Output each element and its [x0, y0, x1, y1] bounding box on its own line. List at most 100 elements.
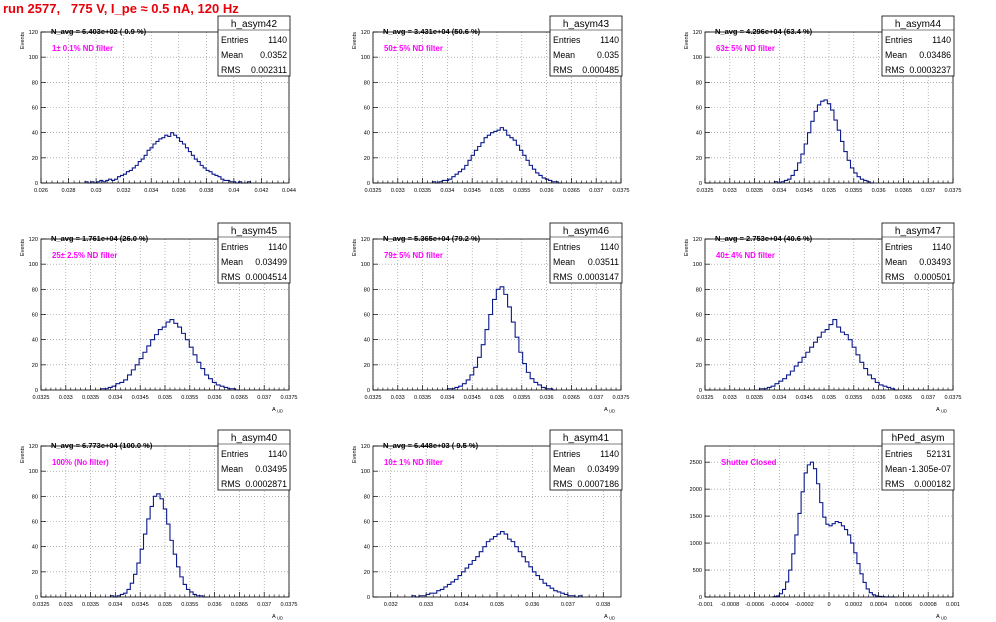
y-tick-label: 0: [35, 181, 38, 187]
x-tick-label: 0.034: [440, 188, 454, 194]
x-axis-title: A UD: [604, 614, 615, 621]
x-tick-label: 0.035: [490, 395, 504, 401]
stats-title: h_asym42: [231, 19, 278, 30]
x-tick-label: 0.033: [723, 395, 737, 401]
y-tick-label: 120: [361, 30, 370, 36]
y-axis-title: Events: [684, 239, 690, 256]
filter-note: 100% (No filter): [52, 458, 109, 467]
y-tick-label: 120: [361, 237, 370, 243]
x-axis: 0.0325 0.033 0.0335 0.034 0.0345 0.035 0.0355 0…: [32, 385, 298, 401]
x-tick-label: 0.036: [208, 602, 222, 608]
y-tick-label: 80: [364, 494, 370, 500]
y-tick-label: 40: [32, 338, 38, 344]
x-tick-label: 0.035: [822, 395, 836, 401]
y-tick-label: 80: [32, 494, 38, 500]
stats-label: Mean: [553, 50, 575, 60]
x-tick-label: 0.0004: [870, 602, 887, 608]
y-axis: 0 20 40 60 80 100 120: [361, 444, 378, 601]
x-tick-label: 0.034: [108, 395, 122, 401]
y-tick-label: 60: [32, 313, 38, 319]
stats-value: 0.035: [597, 50, 619, 60]
x-tick-label: 0.0006: [895, 602, 912, 608]
y-tick-label: 60: [364, 520, 370, 526]
y-axis: 0 20 40 60 80 100 120: [693, 237, 710, 394]
stats-box: h_asym44 Entries 1140 Mean 0.03486 RMS 0.00032…: [881, 15, 955, 77]
x-tick-label: 0.034: [108, 602, 122, 608]
y-axis-title: Events: [20, 239, 26, 256]
x-tick-label: 0.0375: [944, 188, 961, 194]
stats-label: Mean: [553, 257, 575, 267]
stats-label: Entries: [221, 449, 249, 459]
stats-title: h_asym40: [231, 433, 278, 444]
stats-label: Entries: [885, 242, 913, 252]
y-tick-label: 100: [361, 469, 370, 475]
run-title: run 2577, 775 V, I_pe ≈ 0.5 nA, 120 Hz: [3, 1, 239, 16]
y-tick-label: 60: [32, 520, 38, 526]
stats-box: h_asym47 Entries 1140 Mean 0.03493 RMS 0.00050…: [881, 222, 955, 284]
stats-box: h_asym45 Entries 1140 Mean 0.03499 RMS 0.00045…: [217, 222, 291, 284]
y-tick-label: 20: [364, 156, 370, 162]
stats-label: RMS: [553, 65, 573, 75]
x-tick-label: 0.032: [117, 188, 131, 194]
filter-note: 40± 4% ND filter: [716, 251, 775, 260]
y-tick-label: 2500: [690, 460, 702, 466]
x-tick-label: 0.038: [199, 188, 213, 194]
x-tick-label: 0.0345: [464, 188, 481, 194]
histogram-pad-h_asym43: 0.0325 0.033 0.0335 0.034 0.0345 0.035 0.0355 0…: [332, 0, 664, 207]
y-axis-title: Events: [352, 446, 358, 463]
x-tick-label: 0.0335: [82, 395, 99, 401]
stats-value: 0.000501: [914, 272, 951, 282]
x-tick-label: 0.0355: [181, 395, 198, 401]
x-tick-label: 0.0365: [563, 188, 580, 194]
navg-label: N_avg = 1.761e+04 (26.0 %): [51, 234, 149, 243]
y-tick-label: 100: [693, 262, 702, 268]
x-tick-label: 0.0355: [845, 188, 862, 194]
histogram-svg: 0.032 0.033 0.034 0.035 0.036 0.037 0.038 0 20 40…: [352, 429, 623, 621]
x-axis: 0.0325 0.033 0.0335 0.034 0.0345 0.035 0.0355 0…: [32, 592, 298, 608]
stats-label: RMS: [885, 65, 905, 75]
stats-value: 1140: [932, 35, 951, 45]
stats-title: h_asym43: [563, 19, 610, 30]
histogram-svg: 0.0325 0.033 0.0335 0.034 0.0345 0.035 0.0355 0…: [20, 222, 298, 414]
x-tick-label: 0.033: [59, 395, 73, 401]
x-tick-label: 0.035: [490, 602, 504, 608]
histogram-series: [759, 318, 899, 391]
x-tick-label: 0.0325: [32, 602, 49, 608]
stats-title: h_asym45: [231, 226, 278, 237]
stats-value: 1140: [268, 242, 287, 252]
filter-note: 50± 5% ND filter: [384, 44, 443, 53]
x-tick-label: 0.037: [589, 188, 603, 194]
y-tick-label: 20: [32, 363, 38, 369]
x-tick-label: 0.035: [158, 602, 172, 608]
x-tick-label: 0.0335: [414, 395, 431, 401]
y-tick-label: 40: [696, 338, 702, 344]
x-axis: 0.0325 0.033 0.0335 0.034 0.0345 0.035 0.0355 0…: [696, 385, 962, 401]
y-tick-label: 120: [29, 444, 38, 450]
x-tick-label: 0.0375: [280, 395, 297, 401]
stats-label: Entries: [221, 35, 249, 45]
stats-value: 0.03499: [255, 257, 287, 267]
stats-label: Entries: [885, 449, 913, 459]
x-tick-label: 0.033: [723, 188, 737, 194]
x-tick-label: 0.0365: [231, 395, 248, 401]
x-tick-label: 0.0345: [464, 395, 481, 401]
histogram-pad-h_asym41: 0.032 0.033 0.034 0.035 0.036 0.037 0.038 0 20 40…: [332, 414, 664, 621]
y-tick-label: 80: [364, 287, 370, 293]
x-tick-label: 0.0365: [895, 395, 912, 401]
stats-title: hPed_asym: [892, 433, 945, 444]
navg-label: N_avg = 4.296e+04 (63.4 %): [715, 27, 813, 36]
x-tick-label: 0.033: [59, 602, 73, 608]
x-tick-label: 0.0325: [364, 395, 381, 401]
x-axis: 0.026 0.028 0.03 0.032 0.034 0.036 0.038 0.04 0.…: [34, 178, 296, 194]
y-tick-label: 20: [364, 570, 370, 576]
y-tick-label: 60: [364, 313, 370, 319]
y-tick-label: 40: [364, 131, 370, 137]
navg-label: N_avg = 6.448e+03 ( 9.5 %): [383, 441, 479, 450]
x-tick-label: 0.033: [419, 602, 433, 608]
stats-label: Mean: [221, 50, 243, 60]
stats-label: Mean: [221, 464, 243, 474]
x-tick-label: 0.0375: [612, 395, 629, 401]
stats-box-frame: [881, 429, 955, 491]
filter-note: Shutter Closed: [721, 458, 777, 467]
